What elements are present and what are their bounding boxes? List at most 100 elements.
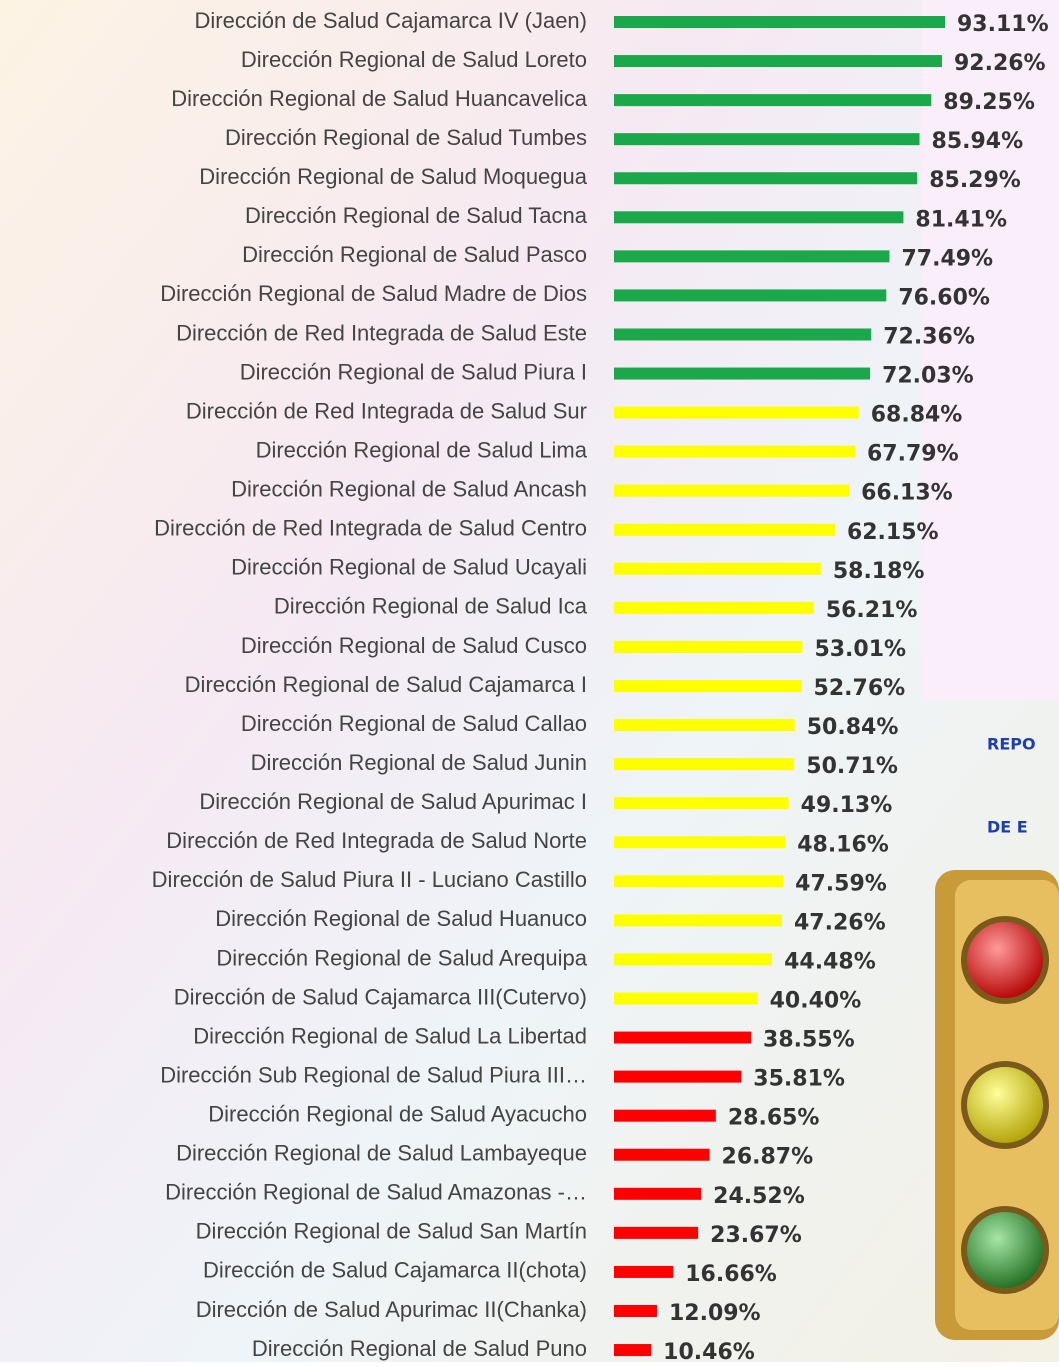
category-label: Dirección Regional de Salud Tacna [245,203,588,228]
value-label: 66.13% [861,481,953,506]
bar [614,133,920,145]
bar [614,1032,751,1044]
value-label: 50.71% [806,754,898,779]
value-label: 85.29% [929,168,1021,193]
bar [614,485,849,497]
category-label: Dirección de Salud Apurimac II(Chanka) [196,1297,587,1322]
annotation: REPO [987,735,1036,754]
bar [614,993,758,1005]
category-label: Dirección de Red Integrada de Salud Este [176,320,587,345]
bar [614,1227,698,1239]
category-label: Dirección de Salud Cajamarca IV (Jaen) [194,8,587,33]
value-label: 28.65% [728,1106,820,1131]
category-label: Dirección Regional de Salud Lima [256,437,588,462]
bar [614,1071,741,1083]
category-label: Dirección Regional de Salud Moquegua [199,164,587,189]
bar [614,524,835,536]
bar [614,1344,651,1356]
bar [614,446,855,458]
value-label: 48.16% [797,832,889,857]
value-label: 50.84% [807,715,899,740]
value-label: 26.87% [722,1145,814,1170]
bar [614,797,789,809]
category-label: Dirección de Red Integrada de Salud Cent… [154,516,587,541]
value-label: 81.41% [915,207,1007,232]
bar [614,368,870,380]
value-label: 44.48% [784,949,876,974]
bar [614,758,794,770]
value-label: 58.18% [833,559,925,584]
category-label: Dirección Regional de Salud Ancash [231,477,587,502]
category-label: Dirección Regional de Salud Callao [241,711,587,736]
category-label: Dirección Regional de Salud La Libertad [193,1023,587,1048]
value-label: 62.15% [847,520,939,545]
bar [614,407,859,419]
bar [614,1149,710,1161]
category-label: Dirección Regional de Salud Loreto [241,47,587,72]
value-label: 38.55% [763,1028,855,1053]
value-label: 72.36% [883,324,975,349]
traffic-light [935,870,1059,1340]
value-label: 35.81% [753,1067,845,1092]
bar [614,172,917,184]
bar [614,211,903,223]
category-label: Dirección Regional de Salud Arequipa [216,945,587,970]
value-label: 24.52% [713,1184,805,1209]
category-label: Dirección de Salud Cajamarca II(chota) [203,1258,587,1283]
bar [614,563,821,575]
value-label: 53.01% [814,637,906,662]
category-label: Dirección Regional de Salud Madre de Dio… [160,281,587,306]
category-label: Dirección Regional de Salud Lambayeque [176,1141,587,1166]
category-label: Dirección Regional de Salud Ayacucho [208,1101,587,1126]
category-label: Dirección Regional de Salud Tumbes [225,125,587,150]
value-label: 47.59% [795,871,887,896]
value-label: 93.11% [957,12,1049,37]
bar [614,719,795,731]
category-label: Dirección de Red Integrada de Salud Sur [186,398,587,423]
category-label: Dirección Regional de Salud Apurimac I [199,789,587,814]
bar [614,914,782,926]
bar [614,289,886,301]
bar [614,602,814,614]
bar [614,1266,673,1278]
bar [614,953,772,965]
bar [614,250,889,262]
category-label: Dirección Regional de Salud Ucayali [231,555,587,580]
value-label: 10.46% [663,1340,755,1362]
category-label: Dirección Regional de Salud Ica [274,594,588,619]
value-label: 72.03% [882,364,974,389]
category-label: Dirección Regional de Salud Huancavelica [171,86,588,111]
bar [614,55,942,67]
category-label: Dirección de Red Integrada de Salud Nort… [166,828,587,853]
bar [614,1110,716,1122]
value-label: 52.76% [814,676,906,701]
annotation: DE E [987,818,1028,837]
page: REPO DE E Dirección de Salud Cajamarca I… [0,0,1059,1362]
value-label: 12.09% [669,1301,761,1326]
value-label: 56.21% [826,598,918,623]
category-label: Dirección Regional de Salud Cajamarca I [185,672,587,697]
category-label: Dirección Regional de Salud Huanuco [215,906,587,931]
category-label: Dirección Regional de Salud San Martín [196,1219,587,1244]
value-label: 68.84% [871,403,963,428]
category-label: Dirección de Salud Cajamarca III(Cutervo… [174,984,587,1009]
value-label: 16.66% [685,1262,777,1287]
value-label: 67.79% [867,442,959,467]
category-label: Dirección Regional de Salud Cusco [241,633,587,658]
bar [614,16,945,28]
value-label: 89.25% [943,90,1035,115]
value-label: 23.67% [710,1223,802,1248]
category-label: Dirección Sub Regional de Salud Piura II… [160,1062,587,1087]
bar [614,328,871,340]
value-label: 76.60% [898,285,990,310]
value-label: 85.94% [932,129,1024,154]
category-label: Dirección Regional de Salud Junin [251,750,587,775]
bar [614,1188,701,1200]
bar [614,94,931,106]
value-label: 40.40% [770,989,862,1014]
value-label: 49.13% [801,793,893,818]
category-label: Dirección Regional de Salud Amazonas -… [165,1180,587,1205]
value-label: 47.26% [794,910,886,935]
bar [614,836,785,848]
category-label: Dirección Regional de Salud Pasco [242,242,587,267]
